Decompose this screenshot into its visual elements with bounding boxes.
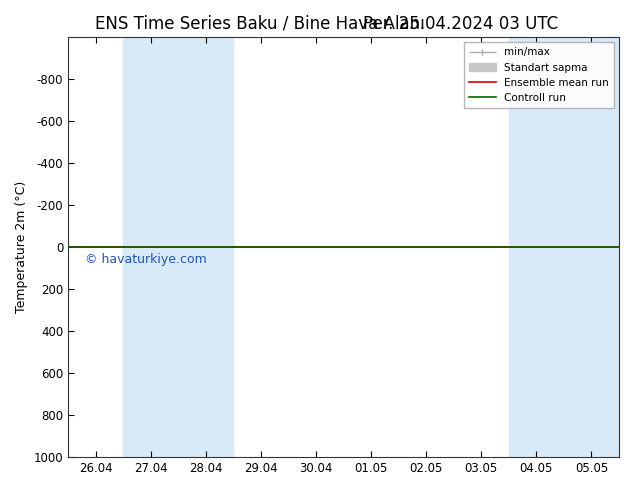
Bar [123, 37, 178, 457]
Bar [178, 37, 233, 457]
Text: ENS Time Series Baku / Bine Hava Alanı: ENS Time Series Baku / Bine Hava Alanı [95, 15, 425, 33]
Legend: min/max, Standart sapma, Ensemble mean run, Controll run: min/max, Standart sapma, Ensemble mean r… [464, 42, 614, 108]
Bar [509, 37, 564, 457]
Bar [564, 37, 619, 457]
Y-axis label: Temperature 2m (°C): Temperature 2m (°C) [15, 181, 28, 313]
Text: © havaturkiye.com: © havaturkiye.com [84, 253, 206, 267]
Text: Per. 25.04.2024 03 UTC: Per. 25.04.2024 03 UTC [363, 15, 558, 33]
